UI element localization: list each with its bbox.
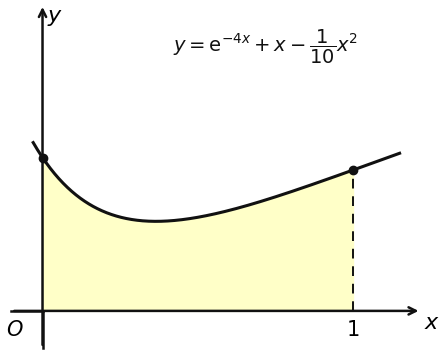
Text: $y$: $y$ <box>47 6 63 28</box>
Text: $x$: $x$ <box>424 313 440 334</box>
Text: $O$: $O$ <box>6 320 24 340</box>
Text: $1$: $1$ <box>346 320 360 340</box>
Text: $y = \mathrm{e}^{-4x} + x - \dfrac{1}{10}x^2$: $y = \mathrm{e}^{-4x} + x - \dfrac{1}{10… <box>174 28 359 66</box>
